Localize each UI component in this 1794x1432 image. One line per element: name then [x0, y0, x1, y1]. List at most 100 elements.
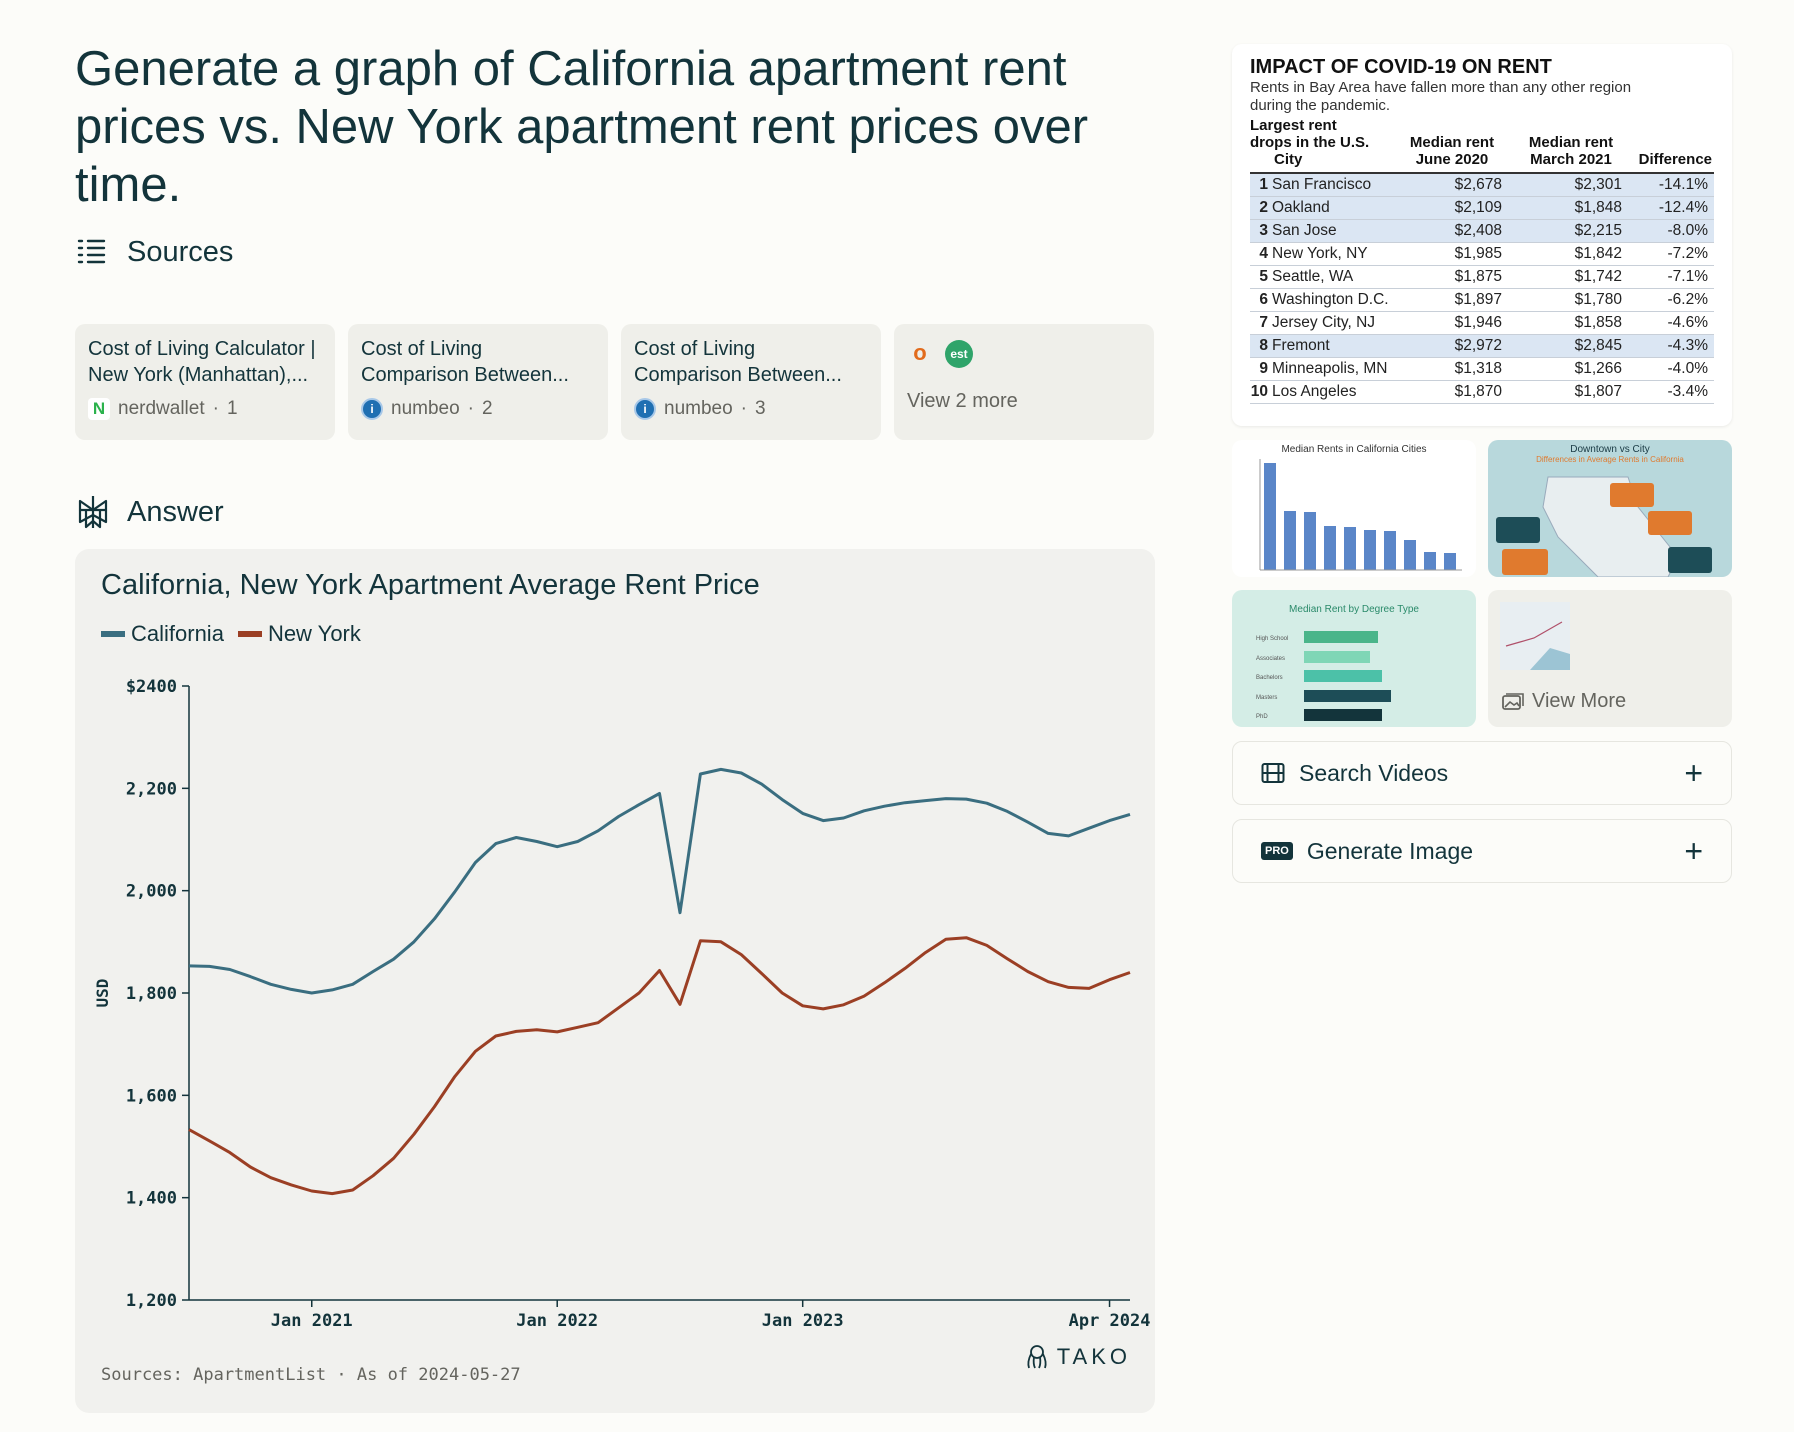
answer-heading: Answer: [75, 494, 224, 530]
image-thumbnail: [1500, 602, 1570, 670]
thumb-ca-cities[interactable]: Median Rents in California Cities: [1232, 440, 1476, 577]
source-favicon-icon: o: [913, 340, 927, 365]
covid-rent-image[interactable]: IMPACT OF COVID-19 ON RENT Rents in Bay …: [1232, 44, 1732, 426]
covid-cell-june: $1,875: [1454, 268, 1502, 285]
nerdwallet-icon: N: [88, 398, 110, 420]
numbeo-icon: i: [634, 398, 656, 420]
thumb-downtown-vs-city[interactable]: Downtown vs City Differences in Average …: [1488, 440, 1732, 577]
covid-cell-rank: 8: [1259, 337, 1268, 354]
y-tick-label: 1,800: [126, 984, 177, 1004]
covid-cell-june: $1,318: [1454, 360, 1502, 377]
view-more-images-label: View More: [1532, 690, 1627, 712]
covid-table-row: 9 Minneapolis, MN $1,318 $1,266 -4.0%: [1250, 358, 1714, 381]
source-card-2[interactable]: Cost of Living Comparison Between... i n…: [348, 324, 608, 440]
source-index: 1: [226, 398, 238, 419]
covid-cell-diff: -4.6%: [1667, 314, 1709, 331]
y-tick-label: 1,600: [126, 1086, 177, 1106]
degree-label: PhD: [1256, 714, 1268, 720]
sources-list: Cost of Living Calculator | New York (Ma…: [75, 324, 1155, 440]
legend-label: California: [131, 621, 224, 646]
numbeo-icon: i: [361, 398, 383, 420]
image-icon: [1502, 692, 1524, 710]
covid-subtitle: Rents in Bay Area have fallen more than …: [1250, 79, 1632, 114]
source-site: nerdwallet: [118, 398, 205, 419]
source-card-1[interactable]: Cost of Living Calculator | New York (Ma…: [75, 324, 335, 440]
covid-cell-march: $1,842: [1574, 245, 1622, 262]
covid-table-header: Largest rent drops in the U.S. City Medi…: [1250, 117, 1714, 168]
covid-cell-june: $1,897: [1454, 291, 1502, 308]
source-title: Cost of Living Comparison Between...: [634, 338, 842, 386]
x-tick-label: Apr 2024: [1069, 1311, 1151, 1331]
source-dot: ·: [740, 398, 747, 419]
view-more-sources-label: View 2 more: [907, 390, 1018, 412]
answer-heading-label: Answer: [127, 495, 224, 528]
thumb-title: Median Rents in California Cities: [1281, 444, 1427, 455]
film-icon: [1261, 763, 1285, 783]
covid-cell-march: $1,858: [1574, 314, 1622, 331]
covid-cell-march: $1,266: [1574, 360, 1622, 377]
covid-cell-city: San Francisco: [1272, 176, 1372, 193]
generate-image-button[interactable]: PRO Generate Image +: [1232, 819, 1732, 883]
covid-cell-city: Oakland: [1272, 199, 1330, 216]
covid-cell-city: San Jose: [1272, 222, 1337, 239]
y-tick-label: 2,000: [126, 882, 177, 902]
thumb-title: Median Rent by Degree Type: [1289, 604, 1419, 615]
degree-bars: [1304, 631, 1391, 721]
legend-item-california[interactable]: California: [101, 621, 224, 647]
thumb-subtitle: Differences in Average Rents in Californ…: [1536, 455, 1684, 464]
covid-cell-march: $1,780: [1574, 291, 1622, 308]
chart-legend: California New York: [101, 621, 361, 647]
covid-cell-diff: -7.1%: [1667, 268, 1709, 285]
tako-logo[interactable]: TAKO: [1025, 1344, 1131, 1370]
covid-cell-city: Jersey City, NJ: [1272, 314, 1376, 331]
legend-item-new-york[interactable]: New York: [237, 621, 361, 647]
source-favicon-icon: est: [945, 340, 973, 368]
x-tick-label: Jan 2023: [762, 1311, 844, 1331]
covid-cell-june: $1,870: [1454, 383, 1502, 400]
plus-icon: +: [1684, 832, 1703, 869]
covid-cell-diff: -4.3%: [1667, 337, 1709, 354]
view-more-images[interactable]: View More: [1488, 590, 1732, 727]
degree-label: Bachelors: [1256, 675, 1283, 681]
degree-label: Masters: [1256, 694, 1278, 701]
covid-cell-diff: -8.0%: [1667, 222, 1709, 239]
covid-table-row: 7 Jersey City, NJ $1,946 $1,858 -4.6%: [1250, 312, 1714, 335]
degree-label: Associates: [1256, 655, 1286, 662]
covid-col-june: Median rent June 2020: [1409, 134, 1495, 168]
source-card-3[interactable]: Cost of Living Comparison Between... i n…: [621, 324, 881, 440]
covid-cell-june: $1,985: [1454, 245, 1502, 262]
covid-table-row: 8 Fremont $2,972 $2,845 -4.3%: [1250, 335, 1714, 358]
covid-cell-june: $2,678: [1454, 176, 1502, 193]
search-videos-button[interactable]: Search Videos +: [1232, 741, 1732, 805]
covid-cell-march: $2,845: [1574, 337, 1622, 354]
pro-badge: PRO: [1261, 842, 1293, 860]
covid-cell-diff: -4.0%: [1667, 360, 1709, 377]
source-dot: ·: [467, 398, 474, 419]
series-line-california: [188, 767, 1131, 995]
degree-label: High School: [1256, 636, 1289, 642]
covid-cell-diff: -12.4%: [1658, 199, 1708, 216]
covid-cell-rank: 3: [1259, 222, 1268, 239]
covid-table-row: 1 San Francisco $2,678 $2,301 -14.1%: [1250, 174, 1714, 197]
series-line-new-york: [188, 936, 1131, 1196]
generate-image-label: Generate Image: [1306, 837, 1474, 864]
covid-cell-march: $1,848: [1574, 199, 1622, 216]
covid-cell-city: Los Angeles: [1272, 383, 1357, 400]
covid-cell-diff: -6.2%: [1667, 291, 1709, 308]
view-more-sources-card[interactable]: o est View 2 more: [894, 324, 1154, 440]
covid-cell-june: $1,946: [1454, 314, 1502, 331]
covid-cell-rank: 10: [1250, 383, 1268, 400]
covid-cell-diff: -7.2%: [1667, 245, 1709, 262]
y-axis-label: USD: [93, 979, 112, 1008]
covid-cell-march: $1,807: [1574, 383, 1622, 400]
thumb-degree-type[interactable]: Median Rent by Degree Type High School A…: [1232, 590, 1476, 727]
sources-heading-label: Sources: [127, 235, 234, 268]
sources-heading: Sources: [75, 234, 233, 270]
bar-thumbnail: [1259, 459, 1462, 571]
plus-icon: +: [1684, 754, 1703, 791]
query-title: Generate a graph of California apartment…: [75, 42, 1089, 212]
covid-title: IMPACT OF COVID-19 ON RENT: [1250, 56, 1552, 78]
covid-cell-june: $2,408: [1454, 222, 1502, 239]
y-tick-label: $2400: [126, 677, 177, 697]
covid-table-row: 4 New York, NY $1,985 $1,842 -7.2%: [1250, 243, 1714, 266]
